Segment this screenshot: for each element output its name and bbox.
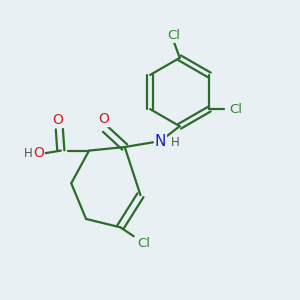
Text: Cl: Cl [138,237,151,250]
Text: H: H [24,147,33,160]
Text: O: O [33,146,44,160]
Text: O: O [52,113,63,127]
Text: N: N [155,134,166,148]
Text: Cl: Cl [230,103,243,116]
Text: Cl: Cl [167,29,180,42]
Text: O: O [98,112,110,126]
Text: H: H [171,136,180,149]
